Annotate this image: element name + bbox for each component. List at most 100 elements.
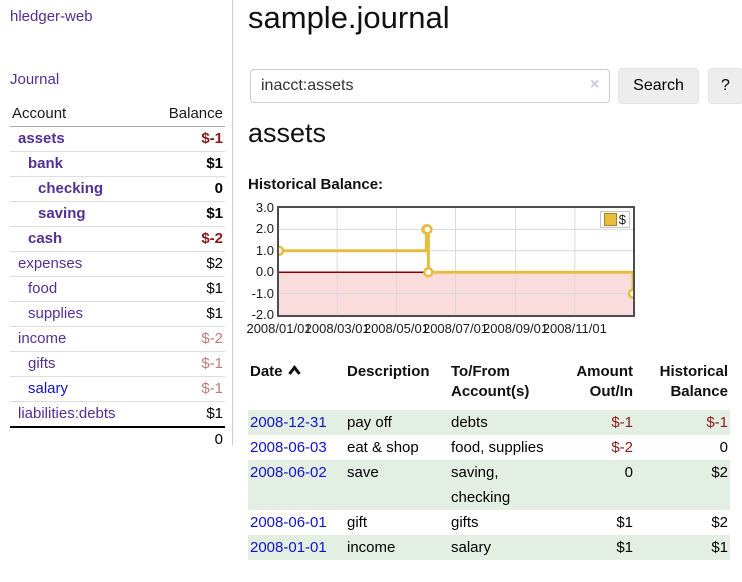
account-balance: $1 bbox=[149, 201, 225, 227]
account-balance: $-1 bbox=[149, 351, 225, 377]
chart-title: Historical Balance: bbox=[248, 176, 384, 193]
account-balance: $2 bbox=[149, 251, 225, 277]
register-cell-date: 2008-01-01 bbox=[248, 535, 345, 560]
account-row: salary $-1 bbox=[10, 376, 225, 402]
account-balance: $-2 bbox=[149, 326, 225, 352]
account-balance: 0 bbox=[149, 176, 225, 202]
account-rows: assets $-1 bank $1 checking 0 saving $1 cash $-2 e… bbox=[10, 127, 225, 427]
register-cell-description: gift bbox=[347, 514, 368, 531]
account-name-cell: gifts bbox=[10, 351, 150, 377]
accounts-total-row: 0 bbox=[10, 426, 225, 452]
page-title: sample.journal bbox=[248, 0, 450, 35]
register-cell-description: eat & shop bbox=[347, 439, 419, 456]
account-heading: assets bbox=[248, 118, 327, 148]
account-row: gifts $-1 bbox=[10, 351, 225, 377]
register-header-accounts: To/From Account(s) bbox=[451, 363, 530, 400]
account-balance: $-1 bbox=[149, 376, 225, 402]
account-row: expenses $2 bbox=[10, 251, 225, 277]
transaction-date-link[interactable]: 2008-06-02 bbox=[250, 464, 327, 481]
transaction-date-link[interactable]: 2008-06-01 bbox=[250, 514, 327, 531]
account-row: income $-2 bbox=[10, 326, 225, 352]
register-cell-description: save bbox=[347, 464, 379, 481]
historical-balance-chart: 3.0 2.0 1.0 0.0 -1.0 -2.0 $ 2008/01/01 2008/03… bbox=[246, 200, 742, 342]
transaction-date-link[interactable]: 2008-06-03 bbox=[250, 439, 327, 456]
account-link-bank[interactable]: bank bbox=[28, 155, 64, 172]
account-row: food $1 bbox=[10, 276, 225, 302]
y-axis-tick-label: 1.0 bbox=[255, 242, 274, 258]
account-link-assets[interactable]: assets bbox=[18, 130, 65, 147]
account-row: assets $-1 bbox=[10, 127, 225, 152]
register-cell-accounts: food, supplies bbox=[451, 439, 544, 456]
x-axis-tick-label: 2008/03/01 bbox=[304, 321, 370, 336]
account-row: saving $1 bbox=[10, 201, 225, 227]
register-table: Date Description To/From Account(s) Amou… bbox=[248, 362, 730, 560]
register-cell-description: income bbox=[347, 539, 396, 556]
x-axis-tick-label: 2008/09/01 bbox=[483, 321, 549, 336]
account-balance: $1 bbox=[149, 401, 225, 427]
y-axis-tick-label: 0.0 bbox=[255, 264, 274, 280]
register-row: 2008-12-31 pay off debts $-1 $-1 bbox=[248, 410, 730, 435]
search-input[interactable] bbox=[250, 69, 610, 103]
accounts-table: Account Balance assets $-1 bank $1 checking 0… bbox=[10, 102, 225, 452]
register-row: 2008-06-03 eat & shop food, supplies $-2 0 bbox=[248, 435, 730, 460]
search-button[interactable]: Search bbox=[618, 68, 699, 104]
account-balance: $-2 bbox=[149, 226, 225, 252]
y-axis-labels: 3.0 2.0 1.0 0.0 -1.0 -2.0 bbox=[248, 200, 274, 322]
accounts-total-balance: 0 bbox=[149, 426, 225, 452]
account-link-expenses[interactable]: expenses bbox=[18, 255, 83, 272]
account-link-income[interactable]: income bbox=[18, 330, 67, 347]
register-cell-date: 2008-06-01 bbox=[248, 510, 345, 535]
account-name-cell: salary bbox=[10, 376, 150, 402]
app-title-link[interactable]: hledger-web bbox=[10, 8, 93, 25]
register-cell-date: 2008-06-03 bbox=[248, 435, 345, 460]
y-axis-tick-label: 3.0 bbox=[255, 200, 274, 215]
account-link-saving[interactable]: saving bbox=[38, 205, 86, 222]
search-form: × Search ? bbox=[250, 68, 742, 105]
register-header-date[interactable]: Date bbox=[248, 362, 345, 410]
account-link-liabilities-debts[interactable]: liabilities:debts bbox=[18, 405, 116, 422]
register-cell-amount: $1 bbox=[616, 514, 633, 531]
sidebar-item-journal[interactable]: Journal bbox=[10, 71, 60, 88]
account-name-cell: cash bbox=[10, 226, 150, 252]
chevron-up-icon bbox=[287, 365, 301, 375]
x-axis-tick-label: 2008/11/01 bbox=[542, 321, 607, 336]
register-header-description: Description bbox=[347, 363, 430, 380]
register-cell-amount: 0 bbox=[624, 464, 633, 481]
register-row: 2008-06-01 gift gifts $1 $2 bbox=[248, 510, 730, 535]
register-header-amount: Amount Out/In bbox=[576, 363, 633, 400]
sidebar: hledger-web Journal Account Balance asse… bbox=[0, 0, 233, 452]
x-axis-tick-label: 2008/01/01 bbox=[246, 321, 312, 336]
x-axis-tick-label: 2008/07/01 bbox=[422, 321, 489, 336]
chart-plot-area: $ bbox=[277, 206, 635, 317]
y-axis-tick-label: 2.0 bbox=[255, 221, 274, 237]
register-cell-accounts: salary bbox=[451, 539, 492, 556]
account-row: cash $-2 bbox=[10, 226, 225, 252]
accounts-header-account: Account bbox=[10, 102, 150, 127]
transaction-date-link[interactable]: 2008-12-31 bbox=[250, 414, 327, 431]
account-balance: $1 bbox=[149, 151, 225, 177]
accounts-header-row: Account Balance bbox=[10, 102, 225, 127]
register-cell-balance: $-1 bbox=[706, 414, 728, 431]
account-name-cell: supplies bbox=[10, 301, 150, 327]
clear-search-icon[interactable]: × bbox=[590, 76, 600, 93]
account-row: liabilities:debts $1 bbox=[10, 401, 225, 427]
legend-swatch-icon bbox=[603, 213, 617, 226]
help-button[interactable]: ? bbox=[708, 68, 742, 104]
account-name-cell: checking bbox=[10, 176, 150, 202]
account-link-salary[interactable]: salary bbox=[28, 380, 69, 397]
account-link-supplies[interactable]: supplies bbox=[28, 305, 84, 322]
account-row: bank $1 bbox=[10, 151, 225, 177]
account-balance: $-1 bbox=[201, 130, 223, 147]
account-link-checking[interactable]: checking bbox=[38, 180, 104, 197]
account-row: checking 0 bbox=[10, 176, 225, 202]
account-name-cell: saving bbox=[10, 201, 150, 227]
account-link-gifts[interactable]: gifts bbox=[28, 355, 56, 372]
account-link-food[interactable]: food bbox=[28, 280, 58, 297]
transaction-date-link[interactable]: 2008-01-01 bbox=[250, 539, 327, 556]
x-axis-labels: 2008/01/01 2008/03/01 2008/05/01 2008/07/01… bbox=[246, 321, 633, 337]
account-link-cash[interactable]: cash bbox=[28, 230, 63, 247]
register-cell-accounts: debts bbox=[451, 414, 488, 431]
register-header-balance: Historical Balance bbox=[659, 363, 728, 400]
chart-canvas bbox=[279, 208, 633, 315]
register-cell-amount: $1 bbox=[616, 539, 633, 556]
